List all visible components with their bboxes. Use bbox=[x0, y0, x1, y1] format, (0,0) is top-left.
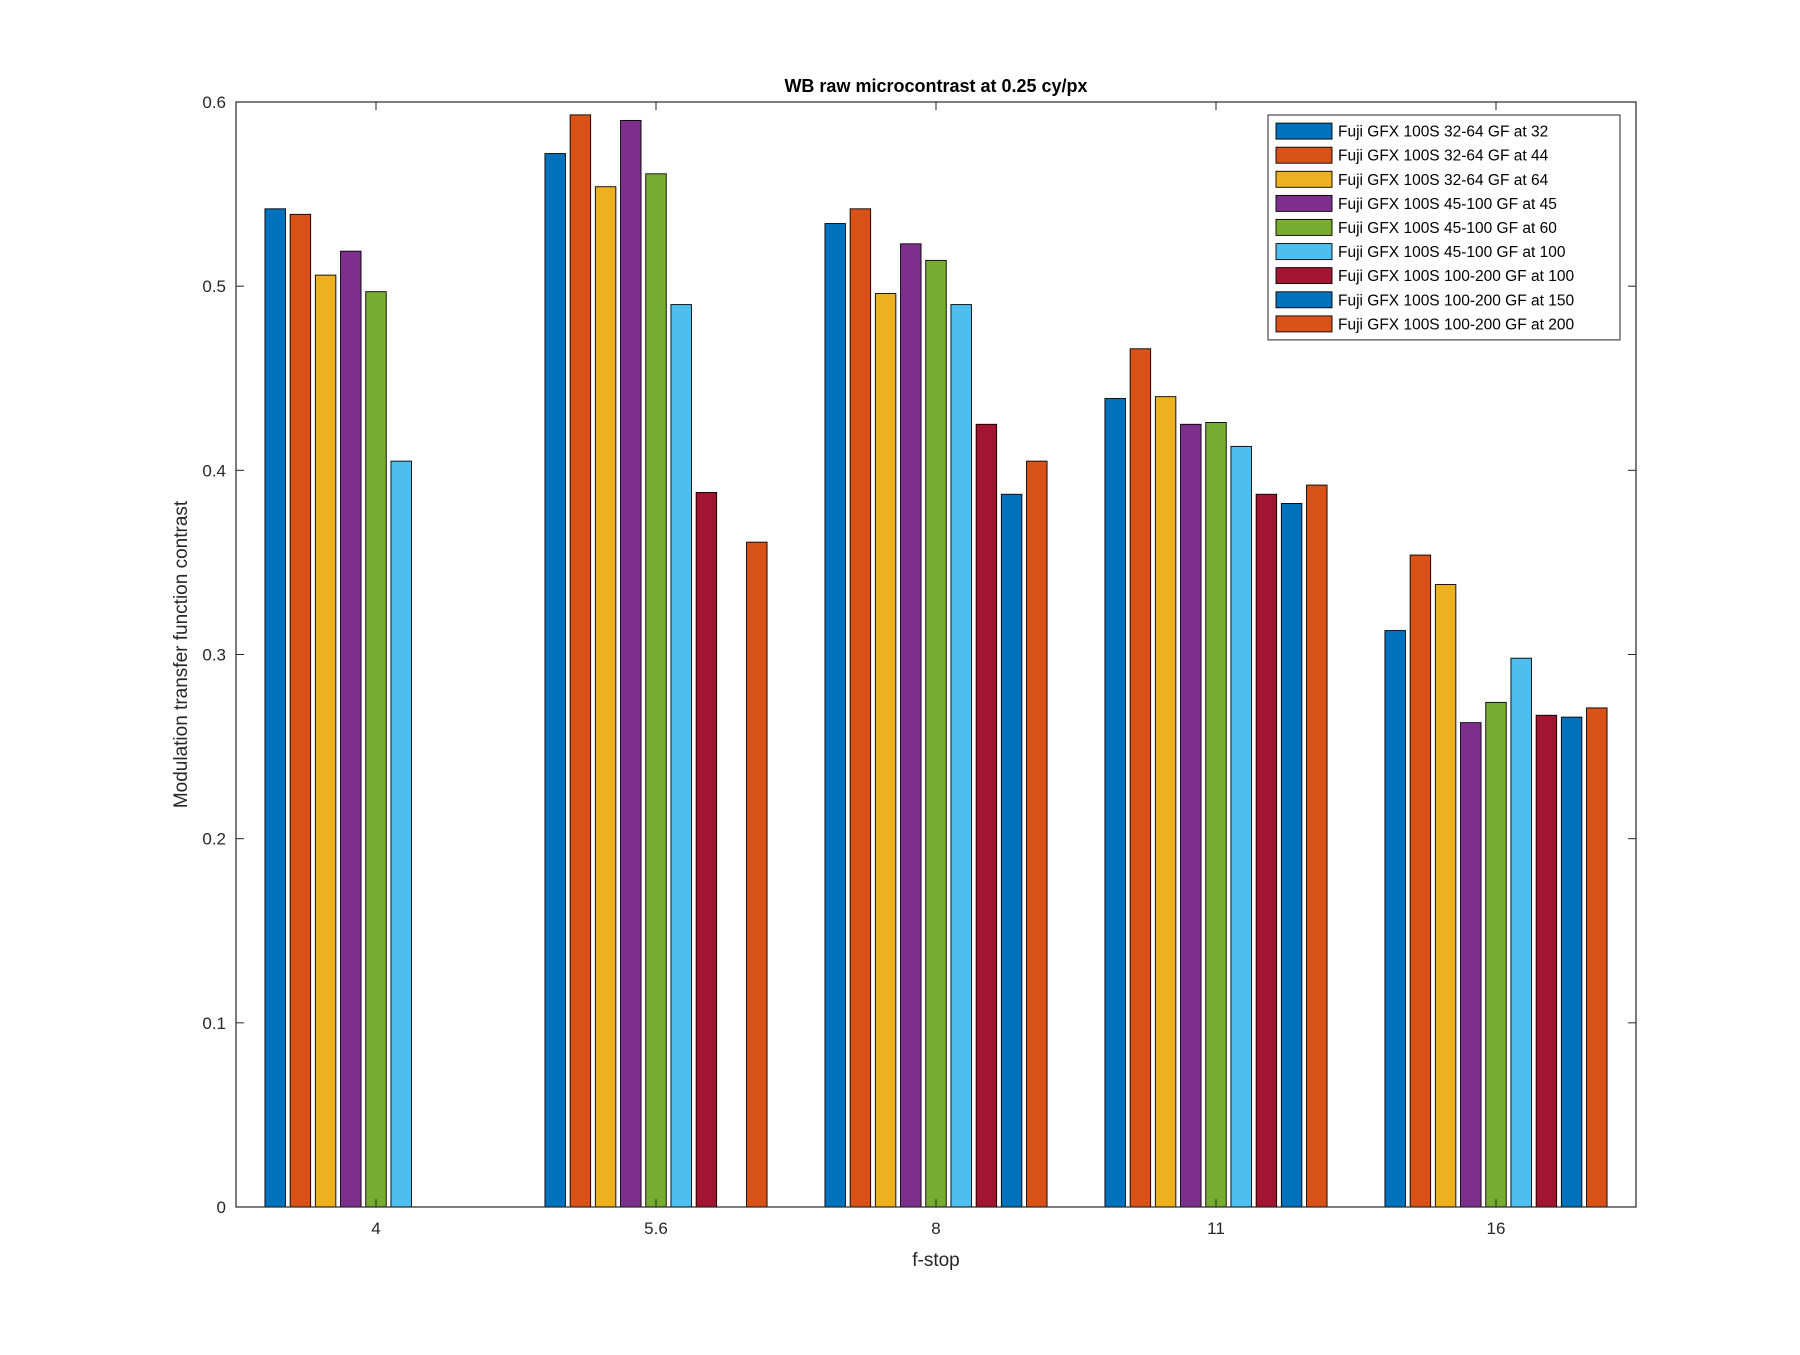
bar-s9-5_6 bbox=[746, 541, 768, 1208]
x-tick-label: 5.6 bbox=[644, 1219, 668, 1238]
legend-swatch bbox=[1275, 194, 1333, 212]
bar-s8-11 bbox=[1280, 503, 1303, 1208]
bar-s6-8 bbox=[950, 304, 972, 1208]
bar-s7-5_6 bbox=[695, 491, 718, 1208]
bar-s3-5_6 bbox=[594, 186, 617, 1208]
y-tick-label: 0.3 bbox=[202, 646, 226, 665]
bar-s6-5_6 bbox=[670, 304, 692, 1208]
bar-s7-16 bbox=[1535, 714, 1558, 1208]
bar-s5-5_6 bbox=[645, 173, 667, 1208]
y-tick-label: 0 bbox=[217, 1198, 226, 1217]
x-tick-label: 4 bbox=[371, 1219, 380, 1238]
legend-swatch bbox=[1275, 170, 1333, 188]
y-tick-label: 0.4 bbox=[202, 461, 226, 480]
bar-s5-4 bbox=[365, 291, 387, 1208]
legend-label: Fuji GFX 100S 45-100 GF at 45 bbox=[1338, 196, 1557, 213]
bar-s1-11 bbox=[1104, 398, 1126, 1208]
y-tick-label: 0.1 bbox=[202, 1014, 226, 1033]
x-tick-label: 8 bbox=[931, 1219, 940, 1238]
bar-s1-8 bbox=[824, 223, 846, 1208]
bar-s9-8 bbox=[1026, 460, 1048, 1208]
y-tick-label: 0.2 bbox=[202, 830, 226, 849]
bar-s4-8 bbox=[900, 243, 922, 1208]
legend-swatch bbox=[1275, 291, 1333, 309]
legend-label: Fuji GFX 100S 100-200 GF at 200 bbox=[1338, 316, 1574, 333]
legend-swatch bbox=[1275, 315, 1333, 333]
bar-s2-11 bbox=[1129, 348, 1152, 1208]
x-tick-label: 11 bbox=[1207, 1219, 1225, 1238]
bar-s6-11 bbox=[1230, 445, 1252, 1208]
bar-s9-11 bbox=[1306, 484, 1328, 1208]
bar-s3-4 bbox=[314, 274, 337, 1208]
ticks-layer: 0 0.1 0.2 0.3 0.4 0.5 0.6 4 5.6 8 11 16 bbox=[202, 93, 1636, 1238]
x-tick-label: 16 bbox=[1487, 1219, 1506, 1238]
bars-layer bbox=[264, 114, 1608, 1208]
legend-label: Fuji GFX 100S 100-200 GF at 100 bbox=[1338, 268, 1574, 285]
bar-s3-11 bbox=[1154, 396, 1177, 1208]
bar-s2-8 bbox=[849, 208, 872, 1208]
bar-s6-16 bbox=[1510, 657, 1532, 1208]
legend-swatch bbox=[1275, 218, 1333, 236]
bar-s4-11 bbox=[1180, 423, 1202, 1208]
legend-swatch bbox=[1275, 122, 1333, 140]
legend-label: Fuji GFX 100S 32-64 GF at 64 bbox=[1338, 172, 1549, 189]
bar-s5-8 bbox=[925, 259, 947, 1208]
bar-s2-16 bbox=[1409, 554, 1432, 1208]
legend-label: Fuji GFX 100S 45-100 GF at 100 bbox=[1338, 244, 1566, 261]
legend-swatch bbox=[1275, 243, 1333, 261]
bar-s5-11 bbox=[1205, 422, 1227, 1208]
bar-s4-4 bbox=[340, 250, 362, 1208]
legend-swatch bbox=[1275, 146, 1333, 164]
bar-s2-4 bbox=[289, 213, 312, 1208]
x-axis-title: f-stop bbox=[912, 1250, 960, 1271]
chart-title: WB raw microcontrast at 0.25 cy/px bbox=[784, 76, 1087, 96]
bar-s6-4 bbox=[390, 460, 412, 1208]
y-axis-title: Modulation transfer function contrast bbox=[171, 500, 192, 808]
bar-s7-8 bbox=[975, 423, 998, 1208]
bar-s3-8 bbox=[874, 293, 897, 1208]
bar-s4-5_6 bbox=[620, 119, 642, 1208]
legend-label: Fuji GFX 100S 100-200 GF at 150 bbox=[1338, 292, 1574, 309]
y-tick-label: 0.5 bbox=[202, 277, 226, 296]
legend-label: Fuji GFX 100S 32-64 GF at 32 bbox=[1338, 124, 1548, 141]
bar-s5-16 bbox=[1485, 701, 1507, 1208]
bar-s1-5_6 bbox=[544, 153, 566, 1208]
bar-s4-16 bbox=[1460, 722, 1482, 1208]
legend: Fuji GFX 100S 32-64 GF at 32 Fuji GFX 100… bbox=[1267, 114, 1621, 341]
bar-s7-11 bbox=[1255, 493, 1278, 1208]
legend-label: Fuji GFX 100S 45-100 GF at 60 bbox=[1338, 220, 1557, 237]
bar-s3-16 bbox=[1434, 584, 1457, 1208]
bar-s8-16 bbox=[1560, 716, 1583, 1208]
bar-s1-16 bbox=[1384, 630, 1406, 1208]
bar-s9-16 bbox=[1586, 707, 1608, 1208]
legend-swatch bbox=[1275, 267, 1333, 285]
bar-s1-4 bbox=[264, 208, 286, 1208]
legend-label: Fuji GFX 100S 32-64 GF at 44 bbox=[1338, 148, 1549, 165]
bar-s8-8 bbox=[1000, 493, 1023, 1208]
y-tick-label: 0.6 bbox=[202, 93, 226, 112]
bar-s2-5_6 bbox=[569, 114, 592, 1208]
